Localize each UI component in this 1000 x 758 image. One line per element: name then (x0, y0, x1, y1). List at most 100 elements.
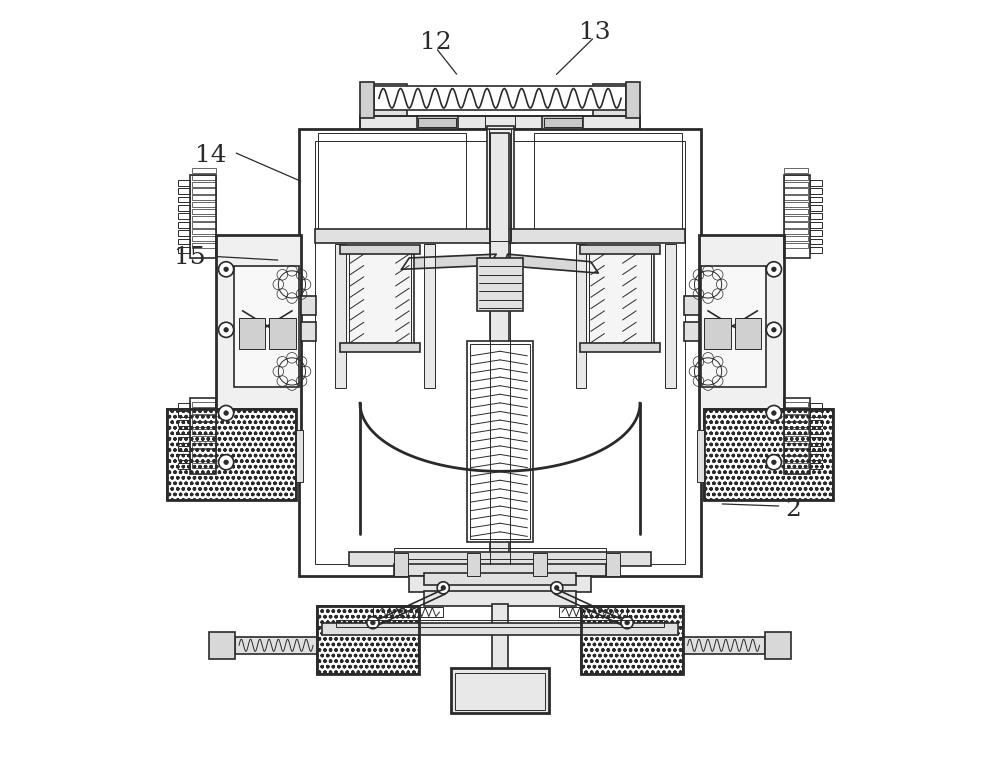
Bar (209, 632, 235, 659)
Circle shape (554, 585, 559, 590)
Bar (765, 632, 791, 659)
Bar (810, 428, 822, 434)
Bar (810, 462, 822, 468)
Bar (192, 168, 216, 173)
Bar (315, 229, 685, 243)
Bar (683, 637, 765, 653)
Bar (178, 214, 190, 219)
Circle shape (772, 327, 776, 332)
Circle shape (625, 620, 629, 625)
Bar (360, 116, 640, 130)
Bar (216, 235, 301, 478)
Bar (340, 245, 420, 254)
Bar (192, 222, 216, 227)
Circle shape (441, 585, 446, 590)
Bar (178, 462, 190, 468)
Bar (704, 409, 833, 500)
Bar (467, 553, 480, 576)
Bar (784, 422, 808, 428)
Bar (178, 239, 190, 245)
Bar (581, 606, 683, 674)
Bar (178, 446, 190, 452)
Bar (784, 181, 808, 186)
Bar (336, 619, 664, 627)
Circle shape (766, 322, 781, 337)
Bar (317, 606, 419, 674)
Bar (296, 431, 303, 482)
Bar (299, 130, 701, 576)
Bar (534, 133, 682, 231)
Bar (784, 215, 808, 221)
Bar (192, 429, 216, 434)
Bar (606, 553, 620, 576)
Circle shape (621, 616, 633, 628)
Bar (477, 258, 523, 311)
Bar (409, 576, 591, 592)
Bar (544, 118, 582, 127)
Bar (490, 133, 509, 565)
Bar (810, 247, 822, 253)
Text: 14: 14 (195, 144, 227, 168)
Bar (455, 672, 545, 710)
Bar (418, 118, 456, 127)
Bar (542, 116, 583, 130)
Bar (665, 244, 676, 388)
Bar (559, 607, 627, 616)
Bar (576, 244, 586, 388)
Circle shape (224, 267, 228, 271)
Bar (178, 428, 190, 434)
Bar (784, 436, 808, 441)
Bar (784, 402, 808, 407)
Bar (810, 188, 822, 194)
Bar (701, 265, 766, 387)
Bar (626, 82, 640, 118)
Bar (192, 215, 216, 221)
Bar (335, 244, 346, 388)
Bar (394, 564, 606, 576)
Polygon shape (402, 254, 496, 269)
Bar (178, 437, 190, 443)
Bar (784, 195, 808, 200)
Bar (192, 174, 216, 180)
Bar (269, 318, 296, 349)
Bar (784, 188, 808, 193)
Bar (580, 343, 660, 352)
Bar (810, 403, 822, 409)
Bar (784, 398, 810, 474)
Bar (593, 84, 635, 116)
Bar (417, 116, 458, 130)
Text: 12: 12 (420, 31, 452, 54)
Bar (704, 318, 731, 349)
Bar (322, 622, 678, 634)
Bar (178, 454, 190, 460)
Bar (190, 398, 216, 474)
Bar (810, 446, 822, 452)
Bar (315, 141, 685, 565)
Bar (235, 637, 317, 653)
Circle shape (772, 267, 776, 271)
Bar (192, 409, 216, 414)
Bar (192, 443, 216, 448)
Bar (581, 606, 683, 674)
Bar (810, 437, 822, 443)
Bar (192, 202, 216, 207)
Bar (533, 553, 547, 576)
Bar (360, 116, 640, 130)
Bar (178, 188, 190, 194)
Circle shape (219, 262, 234, 277)
Polygon shape (504, 254, 598, 273)
Bar (784, 168, 808, 173)
Circle shape (224, 327, 228, 332)
Bar (178, 247, 190, 253)
Bar (374, 86, 626, 111)
Bar (192, 402, 216, 407)
Bar (810, 230, 822, 236)
Bar (810, 239, 822, 245)
Bar (167, 409, 296, 500)
Bar (580, 245, 660, 254)
Circle shape (766, 406, 781, 421)
Text: 13: 13 (579, 21, 610, 44)
Bar (784, 229, 808, 234)
Bar (234, 265, 299, 387)
Bar (192, 195, 216, 200)
